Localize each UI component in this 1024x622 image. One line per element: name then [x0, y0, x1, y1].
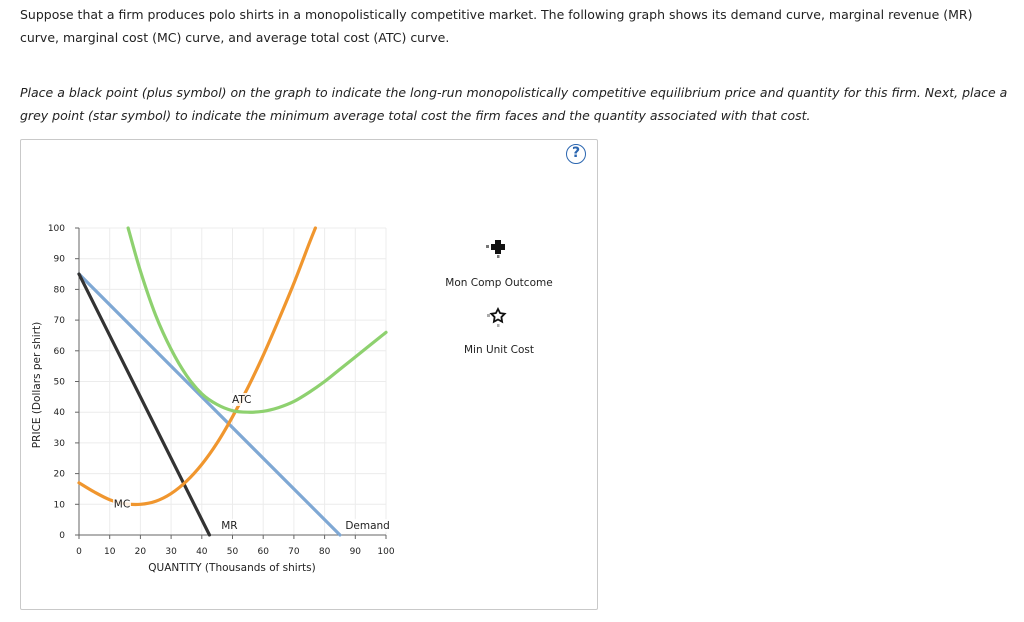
x-tick-label: 30 [165, 547, 177, 557]
x-axis-ticks: 0 10 20 30 40 50 60 70 80 90 100 [76, 535, 395, 557]
x-tick-label: 70 [288, 547, 300, 557]
curve-label-bg [220, 518, 239, 532]
curve-label-bg [344, 518, 391, 532]
y-tick-label: 20 [54, 470, 66, 480]
curve-label-bg [229, 392, 255, 406]
y-tick-label: 10 [54, 500, 66, 510]
x-axis-label: QUANTITY (Thousands of shirts) [148, 562, 315, 574]
y-tick-label: 30 [54, 439, 66, 449]
question-instruction: Place a black point (plus symbol) on the… [20, 85, 1008, 123]
star-tool[interactable] [487, 307, 507, 327]
x-tick-label: 20 [135, 547, 147, 557]
plus-tool-label: Mon Comp Outcome [445, 277, 552, 289]
y-tick-label: 80 [54, 285, 66, 295]
grid [79, 227, 387, 535]
x-tick-label: 100 [377, 547, 394, 557]
question-intro: Suppose that a firm produces polo shirts… [20, 7, 973, 45]
y-axis-label: PRICE (Dollars per shirt) [31, 322, 43, 448]
y-tick-label: 60 [54, 347, 66, 357]
x-tick-label: 60 [257, 547, 269, 557]
y-axis-ticks: 0 10 20 30 40 50 60 70 80 90 100 [48, 224, 79, 541]
x-tick-label: 10 [104, 547, 116, 557]
graph-panel [20, 139, 598, 610]
plus-icon [486, 240, 505, 258]
mc-label: MC [114, 498, 130, 510]
mr-curve [77, 272, 212, 537]
y-tick-label: 90 [54, 255, 66, 265]
y-tick-label: 40 [54, 408, 66, 418]
star-icon [487, 307, 507, 327]
demand-label: Demand [345, 520, 390, 532]
mr-label: MR [221, 520, 237, 532]
x-tick-label: 50 [227, 547, 239, 557]
x-tick-label: 0 [76, 547, 82, 557]
star-tool-label: Min Unit Cost [464, 344, 534, 356]
curve-labels: ATC MC MR Demand [112, 392, 391, 532]
y-tick-label: 50 [54, 378, 66, 388]
atc-curve [126, 226, 388, 414]
y-tick-label: 70 [54, 316, 66, 326]
demand-curve [77, 272, 342, 537]
help-icon[interactable]: ? [566, 144, 586, 164]
y-tick-label: 0 [59, 531, 65, 541]
plus-tool[interactable] [486, 240, 505, 258]
x-tick-label: 80 [319, 547, 331, 557]
atc-label: ATC [232, 394, 252, 406]
x-tick-label: 40 [196, 547, 208, 557]
curve-label-bg [112, 497, 131, 511]
mc-curve [77, 226, 317, 507]
x-tick-label: 90 [350, 547, 362, 557]
y-tick-label: 100 [48, 224, 65, 234]
